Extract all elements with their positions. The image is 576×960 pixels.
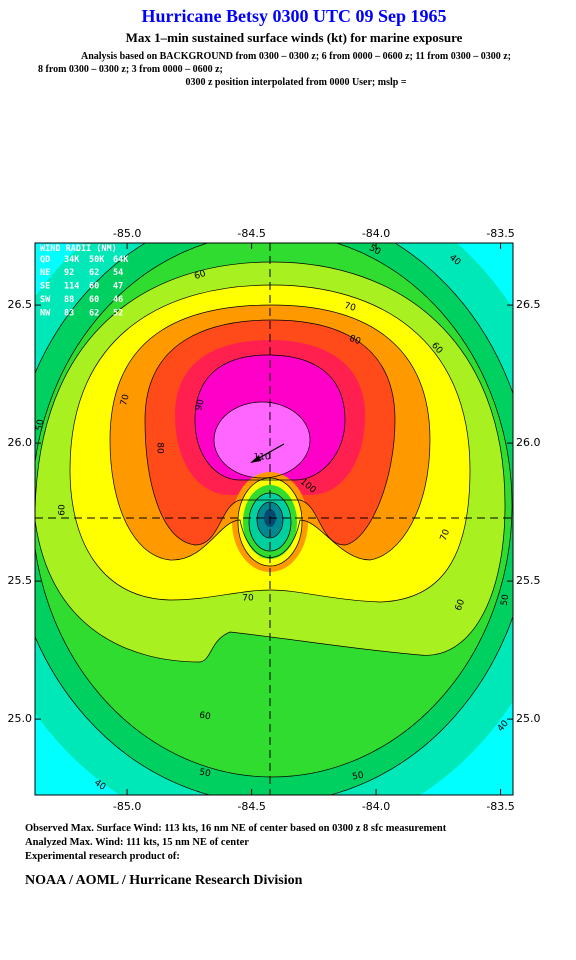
footer-line: Analyzed Max. Wind: 111 kts, 15 nm NE of… [25,837,249,848]
contour-label: 50 [352,771,365,783]
x-tick-label: -83.5 [486,227,514,240]
wind-radii-header: 50K [89,255,105,265]
wind-radii-cell: 46 [113,295,123,305]
title: Hurricane Betsy 0300 UTC 09 Sep 1965 [142,6,447,26]
contour-label: 60 [193,269,207,282]
wind-radii-header: QD [40,255,50,265]
y-tick-label: 26.0 [516,436,541,449]
plot-frame [34,242,514,796]
wind-radii-cell: 62 [89,309,99,319]
contour-label: 70 [439,528,452,542]
x-tick-label: -85.0 [113,227,141,240]
wind-radii-cell: 60 [89,282,99,292]
contour-label: 60 [198,711,211,723]
contour-label: 70 [242,594,254,604]
x-tick-label: -84.0 [362,227,390,240]
wind-radii-cell: NW [40,309,51,319]
contour-label: 80 [348,334,362,347]
y-tick-label: 25.0 [8,712,33,725]
y-tick-label: 25.0 [516,712,541,725]
x-tick-label: -85.0 [113,800,141,813]
y-tick-label: 26.5 [516,298,541,311]
x-tick-label: -83.5 [486,800,514,813]
wind-radii-cell: 92 [64,268,74,278]
footer-line: Experimental research product of: [25,851,180,862]
wind-radii-cell: 47 [113,282,123,292]
wind-field [35,243,513,795]
contour-label: 110 [253,453,270,463]
analysis-line: 8 from 0300 – 0300 z; 3 from 0000 – 0600… [38,64,223,75]
contour-label: 80 [155,442,165,454]
contour-label: 60 [58,504,68,516]
wind-radii-header: 34K [64,255,80,265]
contour-label: 70 [119,393,132,407]
wind-radii-cell: 88 [64,295,74,305]
analysis-line: Analysis based on BACKGROUND from 0300 –… [81,51,511,62]
contour-label: 50 [198,768,211,780]
wind-radii-cell: 83 [64,309,74,319]
wind-radii-header: 64K [113,255,129,265]
contour-label: 70 [343,301,357,314]
wind-radii-cell: SE [40,282,50,292]
wind-radii-title: WIND RADII (NM) [40,244,117,254]
y-tick-label: 25.5 [516,574,541,587]
wind-radii-cell: 54 [113,268,123,278]
credit: NOAA / AOML / Hurricane Research Divisio… [25,873,303,888]
y-tick-label: 26.5 [8,298,33,311]
x-tick-label: -84.0 [362,800,390,813]
wind-radii-cell: 62 [89,268,99,278]
analysis-line: 0300 z position interpolated from 0000 U… [185,77,406,88]
y-tick-label: 25.5 [8,574,33,587]
y-tick-label: 26.0 [8,436,33,449]
footer-line: Observed Max. Surface Wind: 113 kts, 16 … [25,823,447,834]
wind-radii-cell: NE [40,268,50,278]
wind-radii-cell: 52 [113,309,123,319]
contour-label: 60 [454,598,467,612]
contour-label: 50 [500,593,512,606]
wind-radii-cell: 60 [89,295,99,305]
wind-radii-cell: SW [40,295,51,305]
x-tick-label: -84.5 [237,800,265,813]
x-tick-label: -84.5 [237,227,265,240]
contour-label: 90 [194,398,207,412]
subtitle: Max 1–min sustained surface winds (kt) f… [126,30,463,45]
contour-label: 50 [35,418,47,431]
wind-radii-cell: 114 [64,282,79,292]
